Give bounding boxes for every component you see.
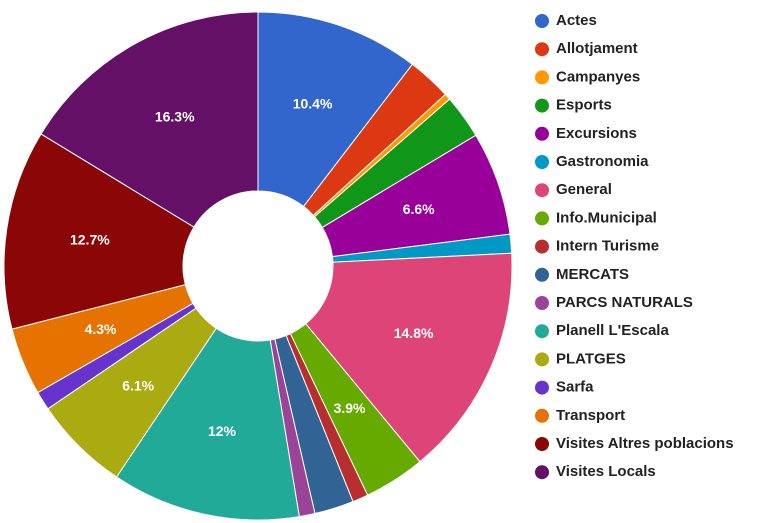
- legend-marker: [535, 380, 549, 395]
- legend-marker: [535, 465, 549, 480]
- slice-label: 16.3%: [155, 109, 195, 125]
- slice-label: 3.9%: [334, 400, 366, 416]
- slice: [305, 252, 513, 463]
- legend-label: Esports: [556, 97, 612, 114]
- legend-marker: [535, 70, 549, 85]
- legend-marker: [535, 408, 549, 423]
- legend-marker: [535, 267, 549, 282]
- legend-label: Sarfa: [556, 379, 594, 396]
- legend-label: Allotjament: [556, 40, 638, 57]
- legend-marker: [535, 42, 549, 57]
- legend-marker: [535, 183, 549, 198]
- legend-marker: [535, 211, 549, 226]
- legend-label: Info.Municipal: [556, 209, 657, 226]
- legend-label: Actes: [556, 12, 597, 29]
- slice-label: 6.6%: [403, 201, 435, 217]
- slice-label: 14.8%: [394, 325, 434, 341]
- slice-label: 6.1%: [122, 377, 154, 393]
- legend-marker: [535, 437, 549, 451]
- legend-marker: [535, 126, 549, 141]
- legend-label: MERCATS: [556, 266, 629, 283]
- legend-marker: [535, 155, 549, 169]
- legend-label: Visites Altres poblacions: [556, 435, 734, 452]
- legend-label: PLATGES: [556, 350, 626, 367]
- legend-label: PARCS NATURALS: [556, 294, 693, 311]
- legend-marker: [535, 239, 549, 254]
- legend-label: Visites Locals: [556, 463, 656, 480]
- slice: [3, 133, 195, 330]
- legend-marker: [535, 14, 549, 28]
- legend-marker: [535, 352, 549, 367]
- slice-label: 12.7%: [70, 232, 110, 248]
- legend-label: Excursions: [556, 125, 637, 142]
- legend-label: Gastronomia: [556, 153, 649, 170]
- legend-marker: [535, 98, 549, 113]
- slice-label: 10.4%: [293, 96, 333, 112]
- slice: [257, 11, 414, 208]
- legend-label: Transport: [556, 407, 625, 424]
- legend-label: General: [556, 181, 612, 198]
- legend-marker: [535, 324, 549, 339]
- slice: [115, 327, 300, 521]
- legend-label: Campanyes: [556, 68, 640, 85]
- slice-label: 4.3%: [85, 321, 117, 337]
- slice: [40, 11, 259, 228]
- legend-label: Intern Turisme: [556, 238, 659, 255]
- slice-label: 12%: [208, 423, 237, 439]
- legend-marker: [535, 296, 549, 310]
- legend-label: Planell L'Escala: [556, 322, 669, 339]
